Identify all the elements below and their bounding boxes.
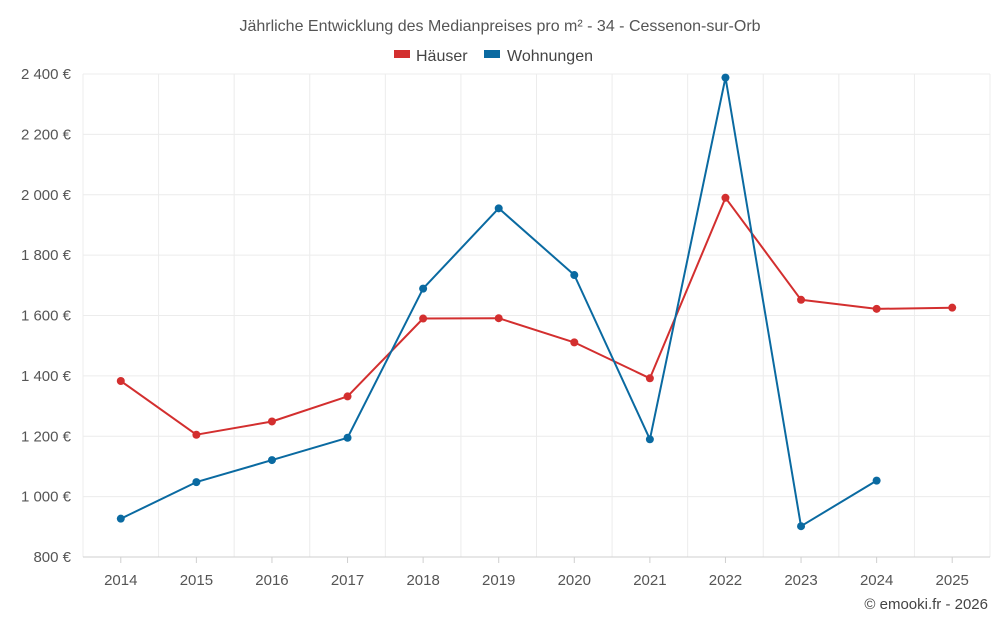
data-point-wohnungen-2022[interactable]: [721, 73, 730, 82]
series-haeuser: [116, 193, 957, 439]
x-tick-label: 2020: [558, 572, 591, 589]
data-point-wohnungen-2017[interactable]: [343, 433, 352, 442]
y-tick-label: 1 600 €: [21, 308, 72, 325]
data-point-haeuser-2015[interactable]: [192, 430, 201, 439]
data-point-haeuser-2019[interactable]: [494, 314, 503, 323]
data-point-wohnungen-2014[interactable]: [116, 514, 125, 523]
x-tick-label: 2014: [104, 572, 137, 589]
data-point-haeuser-2025[interactable]: [948, 303, 957, 312]
series-line-haeuser: [120, 196, 953, 436]
x-tick-label: 2025: [936, 572, 969, 589]
data-point-wohnungen-2023[interactable]: [797, 522, 806, 531]
legend-label-wohnungen: Wohnungen: [507, 48, 593, 65]
data-point-wohnungen-2020[interactable]: [570, 271, 579, 280]
data-point-haeuser-2024[interactable]: [872, 304, 881, 313]
x-tick-label: 2016: [255, 572, 288, 589]
data-point-haeuser-2020[interactable]: [570, 338, 579, 347]
x-tick-label: 2024: [860, 572, 893, 589]
x-tick-label: 2022: [709, 572, 742, 589]
data-point-wohnungen-2021[interactable]: [645, 435, 654, 444]
credit-text: © emooki.fr - 2026: [864, 596, 988, 613]
legend-swatch-haeuser: [394, 50, 410, 58]
x-tick-label: 2019: [482, 572, 515, 589]
y-tick-label: 1 000 €: [21, 489, 72, 506]
y-tick-label: 2 200 €: [21, 126, 72, 143]
data-point-wohnungen-2015[interactable]: [192, 478, 201, 487]
y-tick-label: 2 400 €: [21, 66, 72, 83]
legend[interactable]: Häuser Wohnungen: [394, 48, 593, 65]
grid: [82, 73, 991, 558]
y-tick-label: 2 000 €: [21, 187, 72, 204]
y-tick-label: 1 200 €: [21, 428, 72, 445]
y-tick-label: 1 800 €: [21, 247, 72, 264]
data-point-haeuser-2014[interactable]: [116, 377, 125, 386]
data-point-haeuser-2023[interactable]: [797, 295, 806, 304]
data-point-haeuser-2022[interactable]: [721, 193, 730, 202]
data-point-wohnungen-2018[interactable]: [419, 284, 428, 293]
x-tick-label: 2021: [633, 572, 666, 589]
data-point-haeuser-2021[interactable]: [645, 374, 654, 383]
legend-label-haeuser: Häuser: [416, 48, 468, 65]
series: [116, 73, 957, 531]
x-tick-label: 2023: [784, 572, 817, 589]
x-tick-label: 2018: [406, 572, 439, 589]
series-wohnungen: [116, 73, 881, 531]
legend-item-haeuser[interactable]: Häuser: [394, 48, 468, 65]
data-point-wohnungen-2024[interactable]: [872, 476, 881, 485]
legend-item-wohnungen[interactable]: Wohnungen: [484, 48, 593, 65]
y-tick-label: 1 400 €: [21, 368, 72, 385]
x-tick-label: 2017: [331, 572, 364, 589]
data-point-haeuser-2018[interactable]: [419, 314, 428, 323]
chart-title: Jährliche Entwicklung des Medianpreises …: [239, 18, 760, 35]
data-point-haeuser-2016[interactable]: [267, 417, 276, 426]
axes: 800 € 1 000 € 1 200 € 1 400 € 1 600 € 1 800 €…: [21, 66, 990, 589]
data-point-wohnungen-2019[interactable]: [494, 204, 503, 213]
data-point-wohnungen-2016[interactable]: [267, 456, 276, 465]
data-point-haeuser-2017[interactable]: [343, 392, 352, 401]
x-tick-label: 2015: [180, 572, 213, 589]
y-tick-label: 800 €: [33, 549, 71, 566]
legend-swatch-wohnungen: [484, 50, 500, 58]
